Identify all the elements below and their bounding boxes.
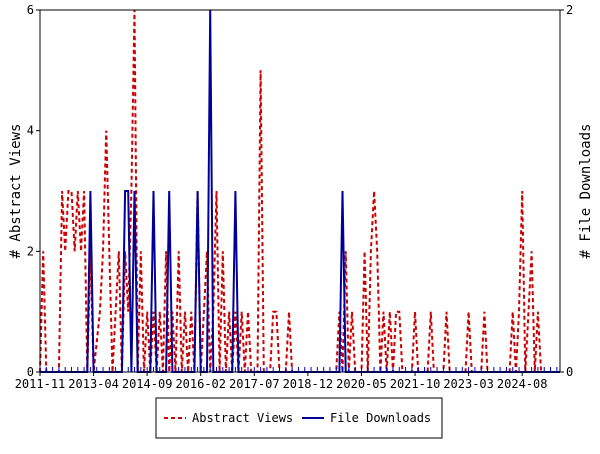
y-left-tick-label: 4 <box>27 124 34 138</box>
x-tick-label: 2016-02 <box>175 377 226 391</box>
series-line-file-downloads <box>40 9 560 373</box>
y-left-tick-label: 2 <box>27 244 34 258</box>
legend-box <box>155 397 443 439</box>
x-tick-label: 2011-11 <box>15 377 66 391</box>
y-axis-right-label: # File Downloads <box>578 124 594 259</box>
x-tick-label: 2013-04 <box>68 377 119 391</box>
legend-label-abstract-views: Abstract Views <box>192 411 293 425</box>
y-left-tick-label: 6 <box>27 3 34 17</box>
legend: Abstract Views File Downloads <box>155 397 443 439</box>
x-tick-label: 2020-05 <box>336 377 387 391</box>
plot-frame <box>39 9 561 373</box>
x-tick-label: 2021-10 <box>390 377 441 391</box>
legend-label-file-downloads: File Downloads <box>330 411 431 425</box>
y-right-tick-label: 2 <box>566 3 573 17</box>
y-right-tick-label: 0 <box>566 365 573 379</box>
x-tick-label: 2018-12 <box>283 377 334 391</box>
x-tick-label: 2023-03 <box>443 377 494 391</box>
x-tick-label: 2024-08 <box>497 377 548 391</box>
x-tick-label: 2017-07 <box>229 377 280 391</box>
series-line-abstract-views <box>39 9 560 373</box>
y-left-tick-label: 0 <box>27 365 34 379</box>
y-axis-left-label: # Abstract Views <box>8 124 24 259</box>
x-tick-label: 2014-09 <box>122 377 173 391</box>
